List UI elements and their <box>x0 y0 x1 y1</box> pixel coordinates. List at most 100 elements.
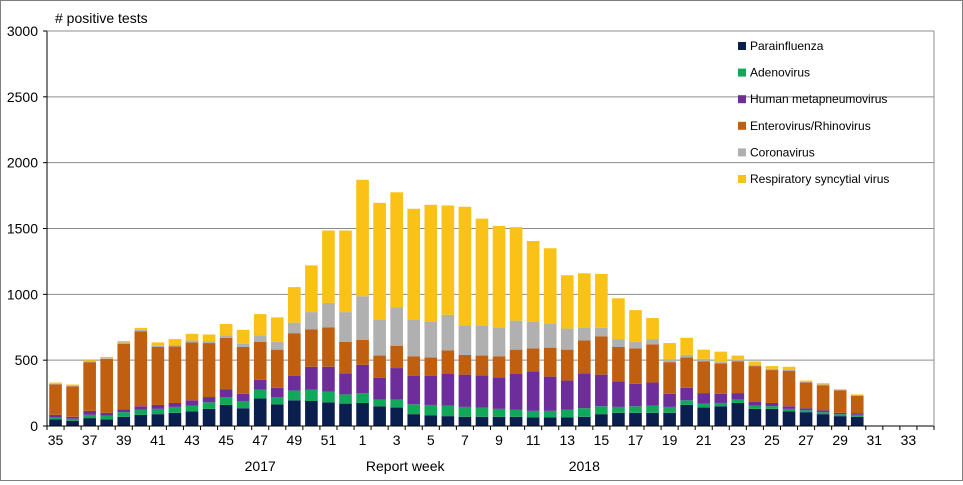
bar-segment <box>202 341 216 344</box>
x-tick-label: 37 <box>82 432 98 448</box>
bar-segment <box>202 343 216 398</box>
bar-segment <box>219 337 233 390</box>
bar-segment <box>356 393 369 403</box>
bar-segment <box>833 389 847 391</box>
bar-segment <box>526 241 540 322</box>
bar-segment <box>253 341 267 380</box>
bar-segment <box>458 406 472 417</box>
bar-segment <box>697 407 711 426</box>
x-tick-label: 25 <box>764 432 780 448</box>
bar-segment <box>458 325 472 355</box>
year-label: 2017 <box>245 458 276 474</box>
bar-segment <box>322 402 335 426</box>
bar-segment <box>83 362 96 411</box>
bar-segment <box>305 400 318 426</box>
bar-segment <box>219 397 233 405</box>
bar-segment <box>646 339 659 345</box>
bar-segment <box>168 346 182 403</box>
legend-label: Coronavirus <box>750 145 815 159</box>
y-tick-labels: 0 500 1000 1500 2000 2500 3000 <box>7 23 38 434</box>
x-tick-label: 31 <box>867 432 883 448</box>
bar-segment <box>117 342 131 344</box>
gridlines <box>47 30 934 361</box>
bar-segment <box>356 179 369 297</box>
bar-segment <box>646 344 659 383</box>
bar-segment <box>799 412 813 426</box>
bar-segment <box>66 420 79 426</box>
bar-segment <box>543 376 557 411</box>
bar-segment <box>663 412 676 426</box>
bar-segment <box>66 418 79 421</box>
bar-segment <box>288 287 301 323</box>
bar-segment <box>134 406 148 410</box>
bar-segment <box>236 393 250 401</box>
bar-segment <box>850 395 864 396</box>
bar-segment <box>578 408 591 417</box>
bar-segment <box>646 318 659 340</box>
bar-segment <box>680 387 693 401</box>
x-tick-label: 45 <box>218 432 234 448</box>
bar-segment <box>850 394 864 396</box>
bar-segment <box>782 408 796 412</box>
x-tick-label: 5 <box>427 432 435 448</box>
legend-swatch <box>738 68 746 77</box>
bar-segment <box>646 382 659 406</box>
bar-segment <box>799 410 813 413</box>
bar-segment <box>134 329 148 332</box>
bar-segment <box>765 406 779 409</box>
bar-segment <box>219 323 233 336</box>
y-tick-label: 500 <box>15 352 39 368</box>
bar-segment <box>475 375 489 408</box>
bar-segment <box>492 416 506 426</box>
bar-segment <box>458 374 472 407</box>
bar-segment <box>407 356 421 376</box>
bar-segment <box>441 416 455 426</box>
bar-segment <box>492 377 506 409</box>
x-tick-label: 11 <box>526 432 541 448</box>
bar-segment <box>578 273 591 328</box>
bar-segment <box>646 412 659 426</box>
bar-segment <box>202 334 216 342</box>
bar-segment <box>475 355 489 376</box>
bar-segment <box>748 401 762 406</box>
bar-segment <box>731 399 745 403</box>
bar-segment <box>49 414 62 418</box>
bar-segment <box>134 331 148 407</box>
bar-segment <box>560 328 574 350</box>
bar-segment <box>390 307 403 346</box>
bar-segment <box>305 366 318 390</box>
bar-segment <box>288 375 301 391</box>
x-tick-label: 23 <box>730 432 746 448</box>
x-tick-label: 33 <box>901 432 917 448</box>
bar-segment <box>748 408 762 426</box>
bar-segment <box>253 398 267 426</box>
bar-segment <box>270 349 284 388</box>
bar-segment <box>765 408 779 426</box>
bar-segment <box>612 339 625 347</box>
bar-segment <box>629 412 642 426</box>
bar-segment <box>782 406 796 409</box>
bar-segment <box>134 414 148 426</box>
x-tick-label: 9 <box>495 432 503 448</box>
legend-swatch <box>738 175 746 183</box>
bar-segment <box>680 404 693 426</box>
bar-segment <box>509 409 523 417</box>
y-tick-label: 2000 <box>7 155 38 171</box>
bar-segment <box>765 368 779 371</box>
bar-segment <box>731 355 745 361</box>
bar-segment <box>578 340 591 374</box>
bar-segment <box>219 404 233 426</box>
bar-segment <box>441 405 455 417</box>
bar-segment <box>714 402 728 407</box>
bar-segment <box>663 393 676 407</box>
bar-segment <box>373 320 386 356</box>
bar-segment <box>526 410 540 418</box>
bar-segment <box>288 322 301 334</box>
bar-segment <box>151 404 165 409</box>
bar-segment <box>748 405 762 409</box>
bar-segment <box>595 414 608 426</box>
bar-segment <box>83 361 96 363</box>
bar-segment <box>66 384 79 386</box>
